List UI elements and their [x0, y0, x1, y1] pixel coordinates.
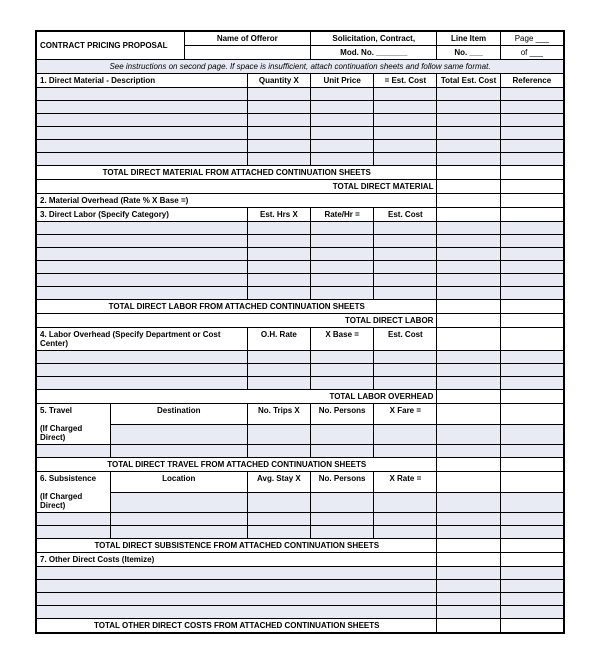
form-sheet: CONTRACT PRICING PROPOSAL Name of Offero… [35, 30, 565, 634]
s4-c1: O.H. Rate [247, 328, 310, 351]
s1-c4: Total Est. Cost [437, 74, 500, 88]
s4-row[interactable] [37, 351, 248, 364]
title-cell: CONTRACT PRICING PROPOSAL [37, 32, 185, 60]
s3-c2: Rate/Hr = [311, 208, 374, 222]
s5-row[interactable] [110, 425, 247, 445]
s7-total-cont: TOTAL OTHER DIRECT COSTS FROM ATTACHED C… [37, 619, 437, 633]
s1-total-cont: TOTAL DIRECT MATERIAL FROM ATTACHED CONT… [37, 166, 437, 180]
s3-row[interactable] [37, 222, 248, 235]
s1-c3: = Est. Cost [374, 74, 437, 88]
s3-title: 3. Direct Labor (Specify Category) [37, 208, 248, 222]
s1-row[interactable] [37, 101, 248, 114]
s3-row[interactable] [37, 235, 248, 248]
s1-title: 1. Direct Material - Description [37, 74, 248, 88]
s5-c3: X Fare = [374, 404, 437, 425]
s5-sub: (If Charged Direct) [40, 424, 107, 442]
s4-row[interactable] [37, 377, 248, 390]
s4-c3: Est. Cost [374, 328, 437, 351]
s1-row[interactable] [37, 88, 248, 101]
s1-c5: Reference [500, 74, 563, 88]
s7-row[interactable] [37, 580, 437, 593]
s7-title: 7. Other Direct Costs (Itemize) [37, 553, 437, 567]
s6-row[interactable] [37, 513, 111, 526]
mod-no-label: Mod. No. _______ [311, 46, 437, 60]
s1-row[interactable] [37, 127, 248, 140]
s7-row[interactable] [37, 567, 437, 580]
s3-total-cont: TOTAL DIRECT LABOR FROM ATTACHED CONTINU… [37, 300, 437, 314]
s1-c2: Unit Price [311, 74, 374, 88]
s1-total: TOTAL DIRECT MATERIAL [37, 180, 437, 194]
s3-c3: Est. Cost [374, 208, 437, 222]
s3-row[interactable] [37, 287, 248, 300]
s4-c2: X Base = [311, 328, 374, 351]
s5-title-cell: 5. Travel (If Charged Direct) [37, 404, 111, 445]
s3-row[interactable] [37, 274, 248, 287]
s6-row[interactable] [37, 526, 111, 539]
s1-row[interactable] [37, 140, 248, 153]
s1-row[interactable] [37, 153, 248, 166]
line-item-label: Line Item [437, 32, 500, 46]
s5-c0: Destination [110, 404, 247, 425]
s6-total-cont: TOTAL DIRECT SUBSISTENCE FROM ATTACHED C… [37, 539, 437, 553]
no-label: No. ___ [437, 46, 500, 60]
instruction-row: See instructions on second page. If spac… [37, 60, 564, 74]
s1-c1: Quantity X [247, 74, 310, 88]
s6-sub: (If Charged Direct) [40, 492, 107, 510]
s6-title-cell: 6. Subsistence (If Charged Direct) [37, 472, 111, 513]
s5-c1: No. Trips X [247, 404, 310, 425]
s6-row[interactable] [110, 493, 247, 513]
s7-row[interactable] [37, 606, 437, 619]
s3-row[interactable] [37, 248, 248, 261]
s3-row[interactable] [37, 261, 248, 274]
s1-row[interactable] [37, 114, 248, 127]
s5-title: 5. Travel [40, 406, 107, 415]
s3-total: TOTAL DIRECT LABOR [37, 314, 437, 328]
s6-c3: X Rate = [374, 472, 437, 493]
s6-c2: No. Persons [311, 472, 374, 493]
s6-c0: Location [110, 472, 247, 493]
offeror-label: Name of Offeror [184, 32, 310, 46]
form-table: CONTRACT PRICING PROPOSAL Name of Offero… [36, 31, 564, 633]
s5-total-cont: TOTAL DIRECT TRAVEL FROM ATTACHED CONTIN… [37, 458, 437, 472]
solicitation-label: Solicitation, Contract, [311, 32, 437, 46]
s4-total: TOTAL LABOR OVERHEAD [37, 390, 437, 404]
s2-title: 2. Material Overhead (Rate % X Base =) [37, 194, 437, 208]
s4-row[interactable] [37, 364, 248, 377]
offeror-blank[interactable] [184, 46, 310, 60]
s5-c2: No. Persons [311, 404, 374, 425]
s3-c1: Est. Hrs X [247, 208, 310, 222]
s7-row[interactable] [37, 593, 437, 606]
s6-title: 6. Subsistence [40, 474, 107, 483]
s5-row[interactable] [37, 445, 111, 458]
s6-c1: Avg. Stay X [247, 472, 310, 493]
of-label: of ___ [500, 46, 563, 60]
s4-title: 4. Labor Overhead (Specify Department or… [37, 328, 248, 351]
page-label: Page ___ [500, 32, 563, 46]
